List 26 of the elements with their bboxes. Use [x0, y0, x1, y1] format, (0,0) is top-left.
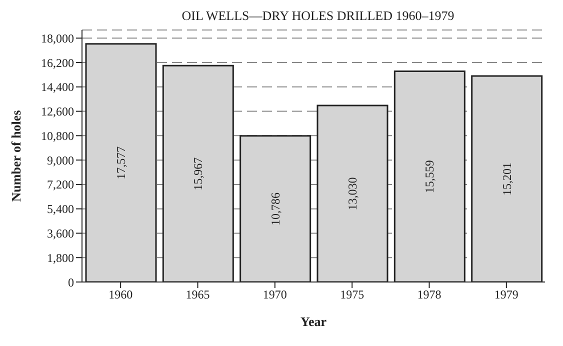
y-tick-label: 7,200 — [47, 178, 74, 192]
y-tick-label: 3,600 — [47, 226, 74, 240]
x-tick-label: 1979 — [494, 288, 518, 302]
x-tick-label: 1965 — [186, 288, 210, 302]
y-tick-label: 5,400 — [47, 202, 74, 216]
data-label: 17,577 — [114, 146, 128, 180]
x-axis-title: Year — [300, 314, 327, 329]
data-label: 10,786 — [268, 192, 282, 226]
y-tick-label: 1,800 — [47, 250, 74, 265]
x-tick-label: 1978 — [417, 288, 442, 302]
y-tick-label: 18,000 — [41, 31, 74, 46]
y-tick-label: 14,400 — [41, 80, 74, 94]
y-tick-label: 12,600 — [41, 104, 74, 119]
y-tick-label: 16,200 — [41, 56, 74, 70]
x-tick-label: 1975 — [340, 288, 364, 302]
data-label: 15,201 — [500, 162, 514, 196]
y-tick-label: 10,800 — [41, 128, 74, 143]
data-label: 15,559 — [422, 160, 437, 194]
data-label: 13,030 — [346, 177, 360, 210]
x-tick-label: 1960 — [108, 288, 133, 302]
x-tick-label: 1970 — [262, 288, 287, 302]
y-tick-label: 9,000 — [47, 153, 74, 168]
y-tick-label: 0 — [68, 275, 74, 290]
y-axis-title: Number of holes — [8, 110, 24, 202]
chart-title: OIL WELLS—DRY HOLES DRILLED 1960–1979 — [180, 8, 456, 24]
data-label: 15,967 — [191, 157, 206, 190]
